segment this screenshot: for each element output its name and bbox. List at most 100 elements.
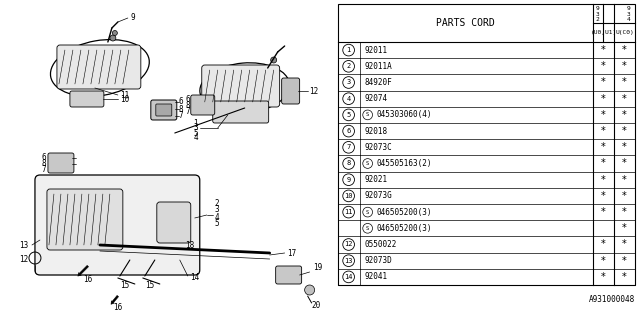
Text: 15: 15	[145, 282, 154, 291]
Text: 16: 16	[83, 276, 93, 284]
Text: 6: 6	[186, 95, 190, 105]
FancyBboxPatch shape	[282, 78, 300, 104]
Text: *: *	[622, 45, 627, 55]
Text: *: *	[601, 272, 606, 282]
Text: 9: 9	[131, 13, 135, 22]
Text: 5: 5	[193, 129, 198, 138]
Text: A931000048: A931000048	[589, 295, 635, 304]
Text: 9: 9	[627, 6, 631, 11]
Text: *: *	[601, 45, 606, 55]
Text: *: *	[601, 158, 606, 169]
Text: 11: 11	[344, 209, 353, 215]
Circle shape	[271, 57, 276, 63]
Text: 92018: 92018	[365, 127, 388, 136]
Circle shape	[110, 35, 116, 41]
Text: *: *	[622, 272, 627, 282]
Text: 7: 7	[186, 108, 190, 116]
Text: *: *	[622, 158, 627, 169]
Text: 1: 1	[346, 47, 351, 53]
Text: 3: 3	[627, 12, 631, 17]
Text: 4: 4	[214, 212, 219, 221]
FancyBboxPatch shape	[151, 100, 177, 120]
FancyBboxPatch shape	[157, 202, 191, 243]
Text: 6: 6	[179, 98, 183, 107]
Text: U(C0): U(C0)	[615, 30, 634, 35]
Text: PARTS CORD: PARTS CORD	[436, 18, 495, 28]
Text: *: *	[601, 126, 606, 136]
Text: 045505163(2): 045505163(2)	[377, 159, 432, 168]
Text: 6: 6	[346, 128, 351, 134]
Text: 1: 1	[193, 118, 198, 127]
Text: 7: 7	[346, 144, 351, 150]
Text: 9: 9	[346, 177, 351, 183]
Text: 12: 12	[19, 255, 29, 265]
Text: 7: 7	[179, 111, 183, 121]
Text: 15: 15	[120, 282, 129, 291]
Text: 8: 8	[42, 159, 46, 169]
Circle shape	[305, 285, 315, 295]
Circle shape	[113, 30, 117, 36]
Text: 4: 4	[627, 17, 631, 22]
FancyBboxPatch shape	[35, 175, 200, 275]
Text: 8: 8	[346, 161, 351, 166]
Text: *: *	[622, 94, 627, 104]
Text: 4: 4	[193, 133, 198, 142]
Text: 10: 10	[120, 94, 129, 103]
Text: *: *	[601, 110, 606, 120]
Text: 12: 12	[309, 86, 318, 95]
Text: 92073D: 92073D	[365, 256, 392, 265]
Text: S: S	[366, 210, 369, 215]
Text: *: *	[622, 207, 627, 217]
Text: *: *	[601, 94, 606, 104]
Text: 19: 19	[313, 263, 322, 273]
Text: *: *	[601, 256, 606, 266]
Text: 92074: 92074	[365, 94, 388, 103]
Text: 046505200(3): 046505200(3)	[377, 224, 432, 233]
Text: *: *	[601, 175, 606, 185]
Text: 5: 5	[346, 112, 351, 118]
Text: *: *	[622, 77, 627, 87]
FancyBboxPatch shape	[156, 104, 172, 116]
Text: *: *	[601, 207, 606, 217]
Text: *: *	[622, 191, 627, 201]
Text: 3: 3	[214, 205, 219, 214]
FancyBboxPatch shape	[57, 45, 141, 89]
FancyBboxPatch shape	[191, 95, 215, 115]
Text: 3: 3	[346, 79, 351, 85]
Text: 13: 13	[19, 241, 29, 250]
Text: 7: 7	[42, 165, 46, 174]
Text: 2: 2	[346, 63, 351, 69]
Text: (U0,U1): (U0,U1)	[590, 30, 616, 35]
Text: 3: 3	[596, 12, 599, 17]
Text: *: *	[622, 256, 627, 266]
Text: 8: 8	[179, 105, 183, 114]
Text: 9: 9	[596, 6, 599, 11]
Text: *: *	[622, 110, 627, 120]
Text: 12: 12	[344, 242, 353, 247]
Text: 0550022: 0550022	[365, 240, 397, 249]
Text: 17: 17	[287, 249, 296, 258]
FancyArrow shape	[111, 295, 118, 304]
Text: 13: 13	[344, 258, 353, 264]
Text: 92011A: 92011A	[365, 62, 392, 71]
FancyBboxPatch shape	[48, 153, 74, 173]
Text: 14: 14	[190, 274, 200, 283]
Bar	[338, 4, 635, 285]
Text: 11: 11	[120, 91, 129, 100]
Text: *: *	[601, 191, 606, 201]
Text: 2: 2	[214, 199, 219, 209]
Text: 92021: 92021	[365, 175, 388, 184]
Text: 8: 8	[186, 101, 190, 110]
Text: *: *	[601, 61, 606, 71]
Text: 3: 3	[193, 124, 198, 132]
Text: 92011: 92011	[365, 46, 388, 55]
Text: 14: 14	[344, 274, 353, 280]
Text: 16: 16	[113, 303, 122, 313]
Text: 5: 5	[214, 220, 219, 228]
Text: 92041: 92041	[365, 272, 388, 281]
Text: 92073C: 92073C	[365, 143, 392, 152]
Text: *: *	[622, 142, 627, 152]
Text: *: *	[622, 61, 627, 71]
Text: *: *	[622, 126, 627, 136]
FancyBboxPatch shape	[70, 91, 104, 107]
